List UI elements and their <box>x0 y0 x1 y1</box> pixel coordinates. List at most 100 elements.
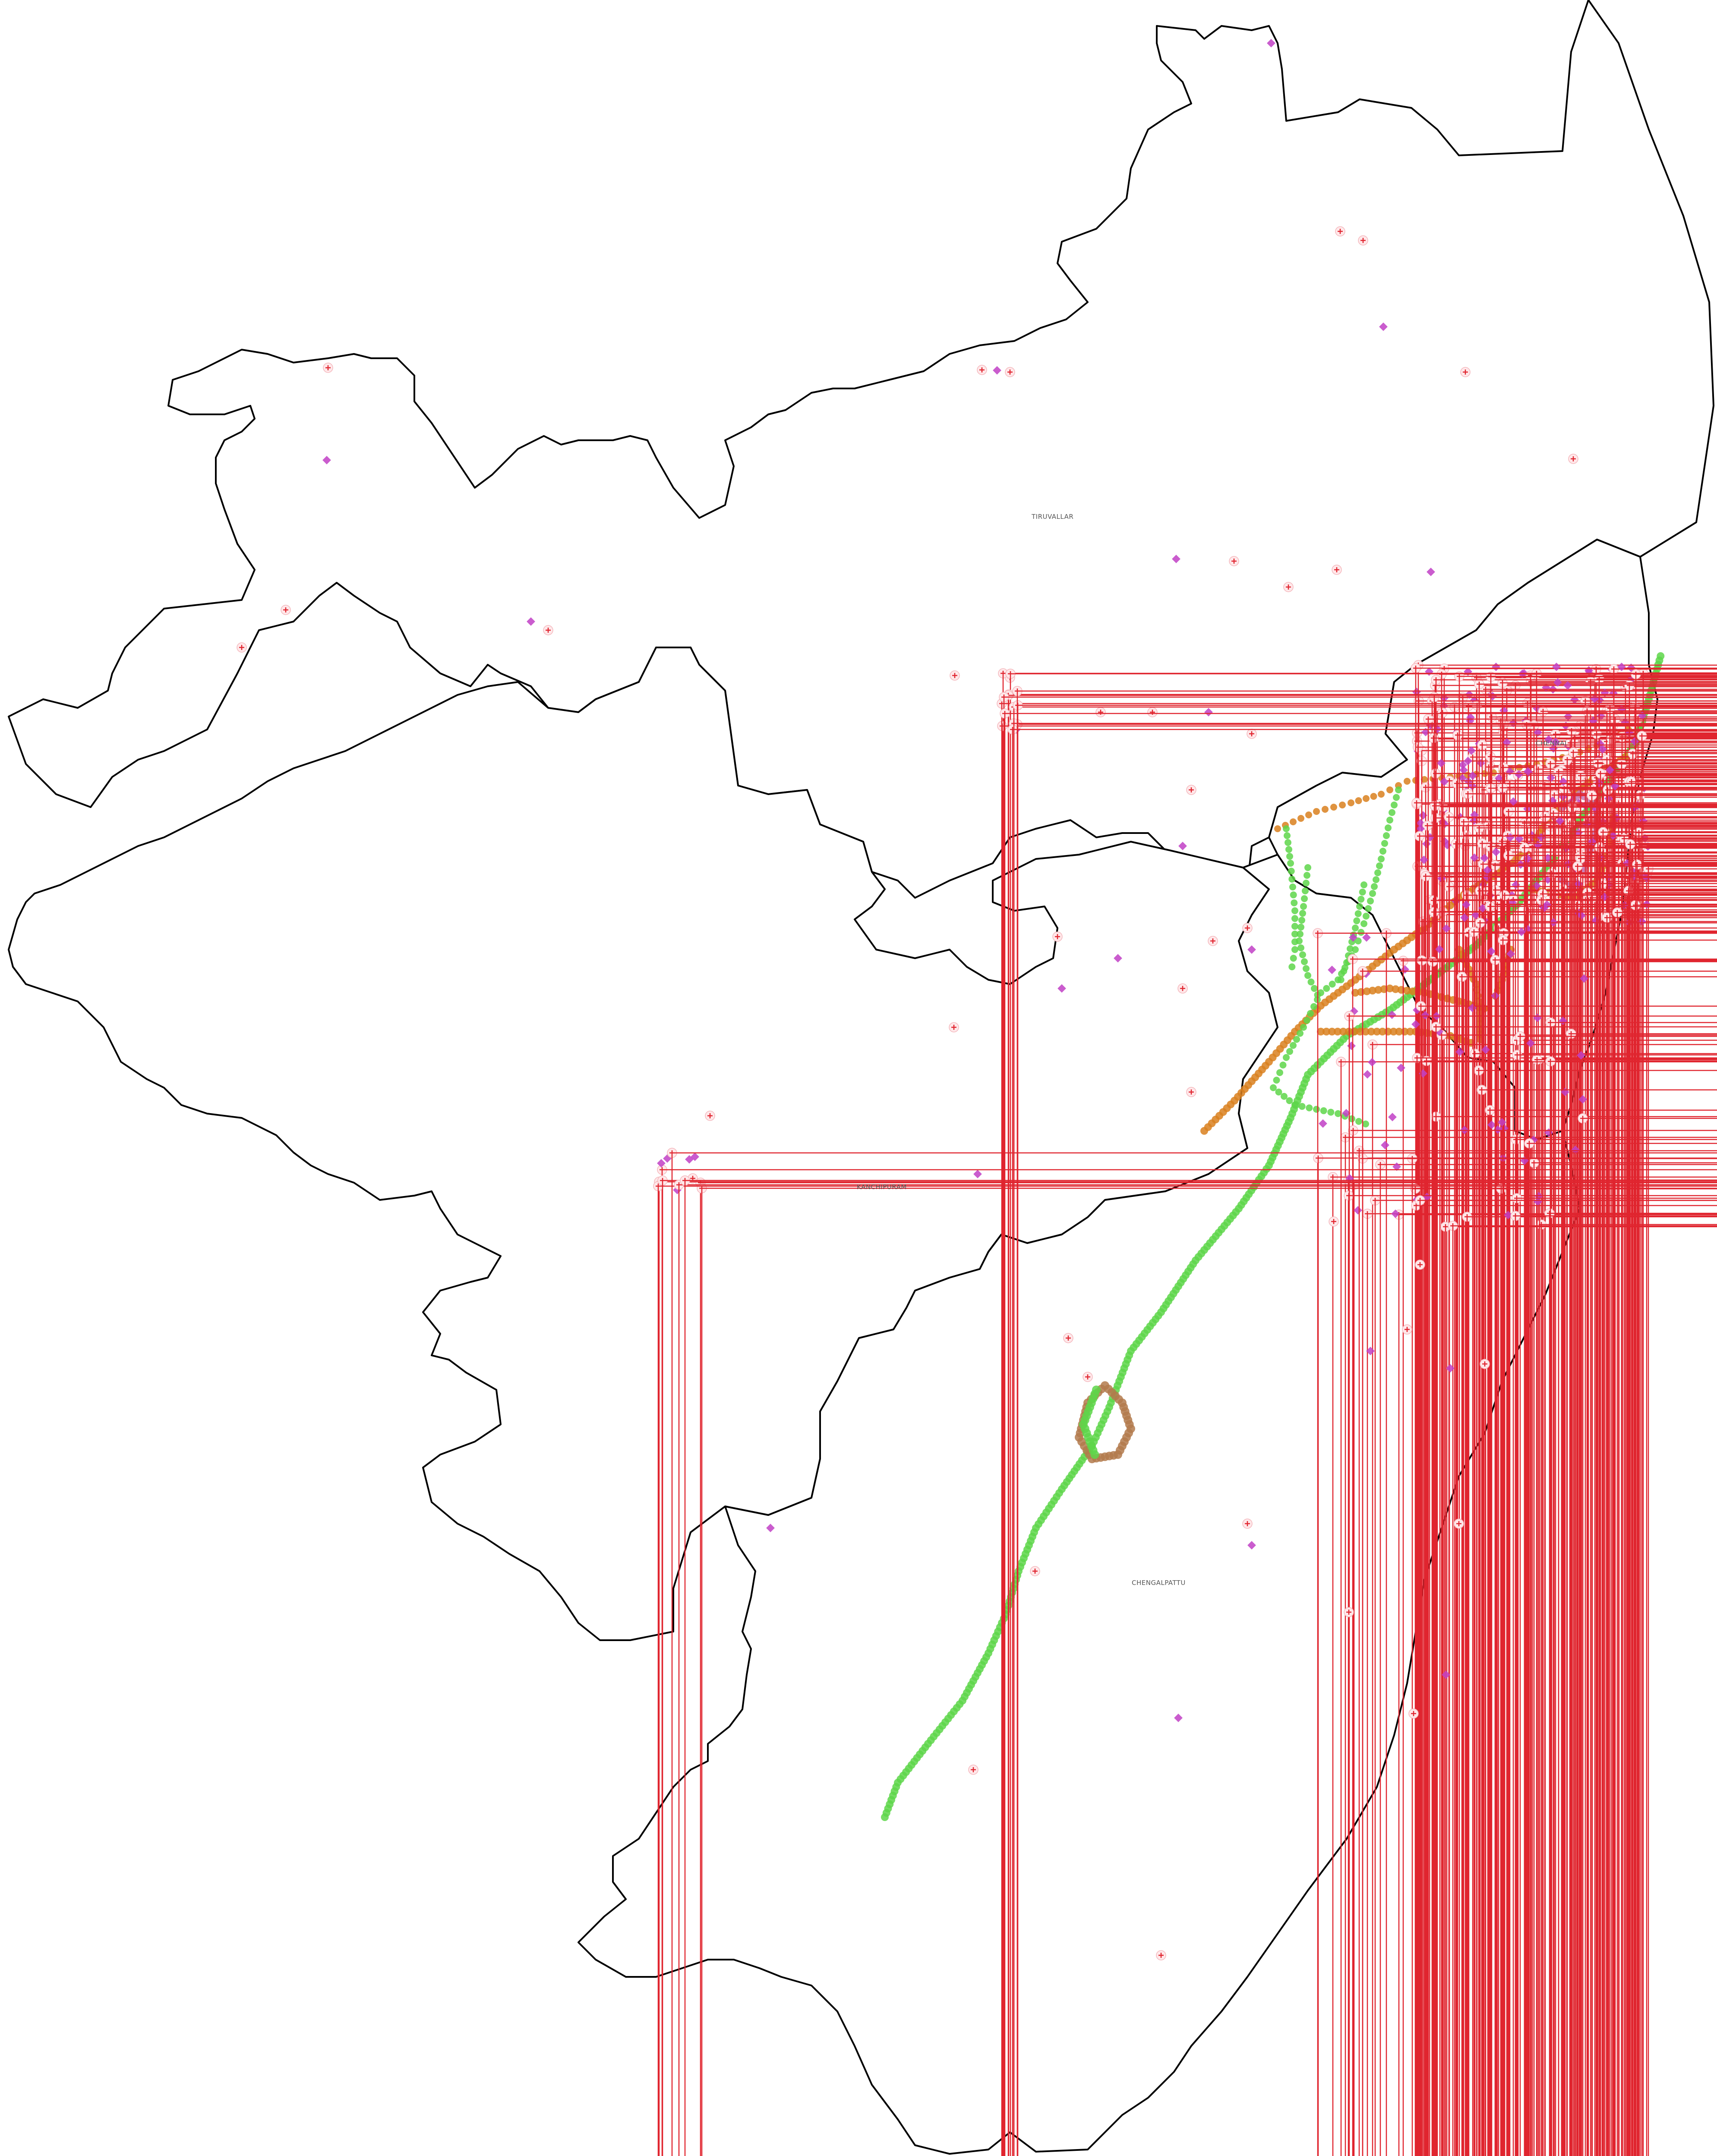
event-marker-magenta[interactable] <box>1540 903 1549 912</box>
event-marker-magenta[interactable] <box>1580 974 1588 983</box>
event-marker-magenta[interactable] <box>1483 866 1492 874</box>
event-marker-red[interactable] <box>1156 1950 1166 1960</box>
event-marker-magenta[interactable] <box>1544 735 1553 744</box>
event-marker-red[interactable] <box>1063 1333 1073 1343</box>
event-marker-magenta[interactable] <box>766 1524 775 1532</box>
event-marker-magenta[interactable] <box>993 366 1001 375</box>
event-marker-red[interactable] <box>1335 226 1345 237</box>
event-marker-magenta[interactable] <box>1411 1020 1420 1029</box>
event-marker-red[interactable] <box>1147 707 1158 717</box>
event-marker-magenta[interactable] <box>1437 759 1446 767</box>
event-marker-red[interactable] <box>1462 1212 1717 2156</box>
event-marker-red[interactable] <box>1412 1053 1717 2156</box>
event-marker-red[interactable] <box>1519 843 1717 2156</box>
event-marker-magenta[interactable] <box>1498 1118 1506 1127</box>
event-marker-red[interactable] <box>1247 729 1257 739</box>
event-marker-red[interactable] <box>1415 1195 1717 2156</box>
event-marker-red[interactable] <box>1475 918 1717 2156</box>
event-marker-red[interactable] <box>1358 235 1368 246</box>
event-marker-red[interactable] <box>237 642 247 653</box>
event-marker-red[interactable] <box>1595 768 1717 2156</box>
event-marker-red[interactable] <box>1607 733 1717 2156</box>
event-marker-red[interactable] <box>1553 767 1717 2156</box>
event-marker-red[interactable] <box>1367 1039 1717 2156</box>
event-marker-red[interactable] <box>1524 1138 1717 2156</box>
event-marker-magenta[interactable] <box>1442 924 1451 933</box>
event-marker-magenta[interactable] <box>1349 933 1357 942</box>
event-marker-magenta[interactable] <box>1578 1095 1587 1104</box>
event-marker-red[interactable] <box>1402 1324 1412 1335</box>
event-marker-red[interactable] <box>1415 1260 1425 1270</box>
event-marker-magenta[interactable] <box>1247 1541 1256 1550</box>
event-marker-magenta[interactable] <box>1487 1121 1496 1129</box>
event-marker-red[interactable] <box>1348 954 1717 2156</box>
event-marker-magenta[interactable] <box>1517 928 1526 936</box>
event-marker-magenta[interactable] <box>1630 737 1639 746</box>
event-marker-red[interactable] <box>1591 773 1717 2156</box>
event-marker-magenta[interactable] <box>1464 757 1472 765</box>
event-marker-red[interactable] <box>1460 367 1471 377</box>
event-marker-magenta[interactable] <box>527 617 535 626</box>
event-marker-red[interactable] <box>1477 1085 1717 2156</box>
event-marker-red[interactable] <box>1452 730 1717 2156</box>
event-marker-red[interactable] <box>1637 731 1717 2156</box>
event-marker-magenta[interactable] <box>1440 777 1449 786</box>
event-marker-red[interactable] <box>1336 1057 1717 2156</box>
event-marker-magenta[interactable] <box>1388 1010 1396 1019</box>
event-marker-red[interactable] <box>977 365 987 375</box>
event-marker-magenta[interactable] <box>1391 1209 1400 1218</box>
event-marker-magenta[interactable] <box>1577 1051 1585 1060</box>
event-marker-red[interactable] <box>1344 1011 1717 2156</box>
event-marker-magenta[interactable] <box>322 456 331 464</box>
event-marker-magenta[interactable] <box>1509 797 1518 806</box>
event-marker-red[interactable] <box>1632 859 1717 2156</box>
event-marker-red[interactable] <box>1332 565 1342 575</box>
event-marker-magenta[interactable] <box>1598 745 1607 754</box>
event-marker-magenta[interactable] <box>1379 322 1388 331</box>
event-marker-red[interactable] <box>1631 775 1717 2156</box>
event-marker-red[interactable] <box>1242 1518 1253 1529</box>
event-marker-red[interactable] <box>705 1111 715 1121</box>
event-marker-magenta[interactable] <box>1342 1109 1351 1117</box>
event-marker-red[interactable] <box>1030 1566 1040 1576</box>
event-marker-red[interactable] <box>1313 928 1717 2156</box>
event-marker-red[interactable] <box>1568 747 1717 2156</box>
event-marker-magenta[interactable] <box>1481 1045 1490 1054</box>
event-marker-magenta[interactable] <box>1506 950 1515 958</box>
event-marker-red[interactable] <box>1587 790 1717 2156</box>
event-marker-red[interactable] <box>1572 900 1717 2156</box>
event-marker-red[interactable] <box>667 1148 1717 2156</box>
event-marker-red[interactable] <box>1329 1216 1339 1227</box>
event-marker-magenta[interactable] <box>1368 1058 1376 1067</box>
event-marker-red[interactable] <box>1578 1113 1717 2156</box>
event-marker-magenta[interactable] <box>1553 678 1562 687</box>
event-marker-magenta[interactable] <box>1174 1714 1183 1722</box>
event-marker-red[interactable] <box>1603 857 1717 2156</box>
event-marker-magenta[interactable] <box>1178 842 1187 850</box>
event-marker-magenta[interactable] <box>1487 947 1496 956</box>
event-marker-red[interactable] <box>323 363 333 373</box>
event-marker-red[interactable] <box>1603 785 1717 2156</box>
event-marker-red[interactable] <box>1408 1708 1419 1719</box>
event-marker-red[interactable] <box>1005 367 1015 377</box>
event-marker-red[interactable] <box>1457 972 1717 2156</box>
event-marker-red[interactable] <box>1416 1001 1717 2156</box>
event-marker-red[interactable] <box>1005 669 1717 2156</box>
event-marker-red[interactable] <box>1451 839 1717 2156</box>
event-marker-red[interactable] <box>949 1022 959 1032</box>
event-marker-magenta[interactable] <box>1462 900 1471 909</box>
event-marker-red[interactable] <box>1420 871 1717 2156</box>
event-marker-red[interactable] <box>1344 1607 1354 1617</box>
event-marker-red[interactable] <box>1348 1125 1717 2156</box>
event-marker-red[interactable] <box>1628 748 1717 2156</box>
event-marker-red[interactable] <box>1637 840 1717 2156</box>
event-marker-magenta[interactable] <box>1446 1364 1455 1373</box>
event-marker-red[interactable] <box>1562 754 1717 2156</box>
event-marker-magenta[interactable] <box>1617 663 1626 671</box>
event-marker-magenta[interactable] <box>1526 1039 1535 1048</box>
event-marker-red[interactable] <box>1095 707 1106 717</box>
event-marker-magenta[interactable] <box>1524 767 1532 776</box>
event-marker-magenta[interactable] <box>973 1170 982 1178</box>
event-marker-magenta[interactable] <box>1204 708 1213 717</box>
event-marker-magenta[interactable] <box>1480 854 1489 862</box>
